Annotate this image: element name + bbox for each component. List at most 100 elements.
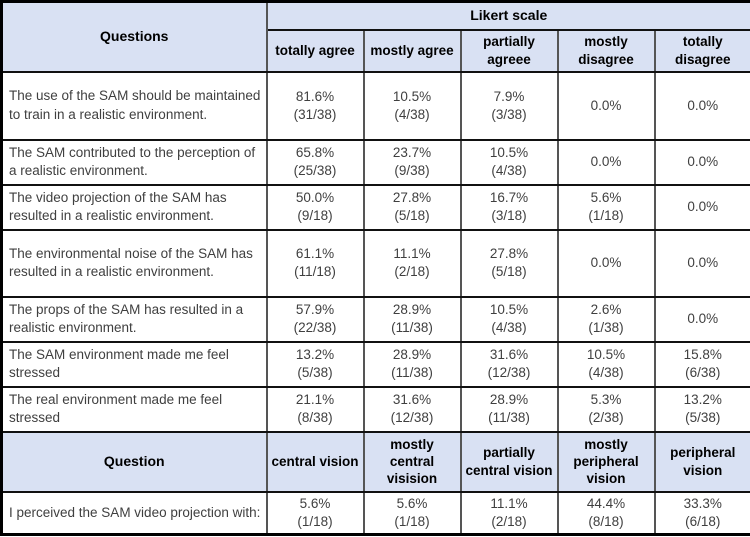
value-cell: 57.9% (22/38) (265, 295, 365, 343)
percentage-value: 0.0% (590, 97, 622, 113)
value-cell: 0.0% (556, 138, 656, 186)
percentage-value: 5.3% (590, 392, 622, 408)
value-cell: 13.2% (5/38) (653, 385, 750, 433)
fraction-value: (3/18) (491, 208, 527, 223)
questions-column-header: Questions (0, 0, 268, 73)
value-cell: 10.5% (4/38) (362, 70, 462, 141)
table-row: I perceived the SAM video projection wit… (0, 490, 750, 536)
fraction-value: (1/38) (588, 320, 624, 335)
percentage-value: 15.8% (683, 347, 722, 363)
percentage-value: 61.1% (295, 246, 335, 262)
table-row: The use of the SAM should be maintained … (0, 70, 750, 141)
fraction-value: (12/38) (390, 410, 434, 425)
value-cell: 0.0% (653, 228, 750, 298)
likert-column-header: mostly disagree (556, 28, 656, 73)
value-cell: 10.5% (4/38) (459, 295, 559, 343)
fraction-value: (9/18) (297, 208, 333, 223)
fraction-value: (1/18) (394, 513, 430, 529)
percentage-value: 0.0% (687, 199, 719, 215)
percentage-value: 28.9% (489, 392, 529, 408)
fraction-value: (2/38) (588, 410, 624, 425)
fraction-value: (5/38) (297, 365, 333, 380)
likert-scale-header: Likert scale (265, 0, 750, 31)
value-cell: 11.1% (2/18) (459, 490, 559, 536)
value-cell: 0.0% (653, 138, 750, 186)
percentage-value: 81.6% (295, 88, 335, 104)
percentage-value: 0.0% (590, 154, 622, 170)
fraction-value: (3/38) (491, 106, 527, 122)
percentage-value: 65.8% (295, 145, 335, 161)
percentage-value: 5.6% (299, 495, 331, 511)
percentage-value: 13.2% (295, 347, 335, 363)
percentage-value: 11.1% (490, 495, 528, 511)
fraction-value: (5/18) (394, 208, 430, 223)
vision-column-header: partially central vision (459, 430, 559, 493)
fraction-value: (8/38) (297, 410, 333, 425)
fraction-value: (4/38) (394, 106, 430, 122)
likert-column-header: mostly agree (362, 28, 462, 73)
likert-column-header: totally agree (265, 28, 365, 73)
percentage-value: 27.8% (392, 190, 432, 206)
question-cell: The SAM environment made me feel stresse… (0, 340, 268, 388)
fraction-value: (4/38) (588, 365, 624, 380)
value-cell: 5.6% (1/18) (362, 490, 462, 536)
question-cell: The environmental noise of the SAM has r… (0, 228, 268, 298)
fraction-value: (11/38) (391, 320, 433, 335)
question-cell: I perceived the SAM video projection wit… (0, 490, 268, 536)
value-cell: 16.7% (3/18) (459, 183, 559, 231)
value-cell: 28.9% (11/38) (459, 385, 559, 433)
table-row: The environmental noise of the SAM has r… (0, 228, 750, 298)
value-cell: 13.2% (5/38) (265, 340, 365, 388)
vision-column-header: mostly peripheral vision (556, 430, 656, 493)
value-cell: 50.0% (9/18) (265, 183, 365, 231)
table-row: The video projection of the SAM has resu… (0, 183, 750, 231)
percentage-value: 44.4% (586, 495, 626, 511)
percentage-value: 57.9% (295, 302, 335, 318)
percentage-value: 33.3% (683, 495, 722, 511)
question-column-header: Question (0, 430, 268, 493)
question-cell: The use of the SAM should be maintained … (0, 70, 268, 141)
percentage-value: 31.6% (489, 347, 529, 363)
percentage-value: 13.2% (683, 392, 722, 408)
percentage-value: 7.9% (493, 88, 525, 104)
value-cell: 21.1% (8/38) (265, 385, 365, 433)
percentage-value: 31.6% (392, 392, 432, 408)
value-cell: 2.6% (1/38) (556, 295, 656, 343)
fraction-value: (2/18) (491, 513, 527, 529)
percentage-value: 0.0% (687, 311, 719, 327)
percentage-value: 50.0% (295, 190, 335, 206)
question-cell: The real environment made me feel stress… (0, 385, 268, 433)
value-cell: 31.6% (12/38) (459, 340, 559, 388)
header-row-vision-columns: Question central vision mostly central vis… (0, 430, 750, 493)
fraction-value: (11/18) (294, 264, 336, 279)
value-cell: 28.9% (11/38) (362, 295, 462, 343)
value-cell: 7.9% (3/38) (459, 70, 559, 141)
percentage-value: 5.6% (590, 190, 622, 206)
value-cell: 11.1% (2/18) (362, 228, 462, 298)
value-cell: 28.9% (11/38) (362, 340, 462, 388)
percentage-value: 28.9% (392, 347, 432, 363)
value-cell: 81.6% (31/38) (265, 70, 365, 141)
fraction-value: (25/38) (293, 163, 337, 178)
fraction-value: (1/18) (297, 513, 333, 529)
question-cell: The props of the SAM has resulted in a r… (0, 295, 268, 343)
value-cell: 27.8% (5/18) (362, 183, 462, 231)
value-cell: 31.6% (12/38) (362, 385, 462, 433)
fraction-value: (6/38) (685, 365, 721, 380)
percentage-value: 10.5% (489, 145, 529, 161)
percentage-value: 10.5% (586, 347, 626, 363)
value-cell: 65.8% (25/38) (265, 138, 365, 186)
fraction-value: (11/38) (391, 365, 433, 380)
fraction-value: (31/38) (293, 106, 337, 122)
vision-column-header: peripheral vision (653, 430, 750, 493)
value-cell: 0.0% (653, 183, 750, 231)
fraction-value: (5/38) (685, 410, 721, 425)
fraction-value: (4/38) (491, 320, 527, 335)
table-row: The real environment made me feel stress… (0, 385, 750, 433)
vision-column-header: mostly central visision (362, 430, 462, 493)
fraction-value: (12/38) (487, 365, 531, 380)
header-row-group: Questions Likert scale (0, 0, 750, 73)
table-row: The SAM environment made me feel stresse… (0, 340, 750, 388)
value-cell: 5.3% (2/38) (556, 385, 656, 433)
